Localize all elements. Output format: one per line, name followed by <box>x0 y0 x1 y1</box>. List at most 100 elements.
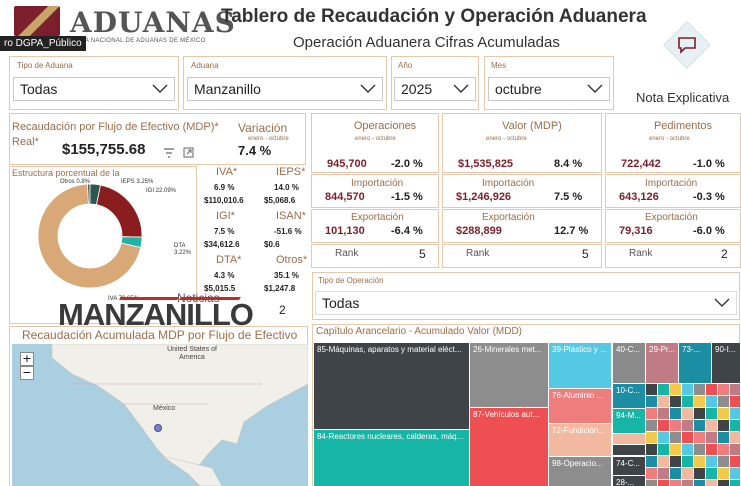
map-zoom-out-button[interactable]: − <box>20 366 34 380</box>
treemap-small-tile[interactable] <box>670 396 681 407</box>
treemap-small-tile[interactable] <box>706 468 717 479</box>
treemap-small-tile[interactable] <box>730 480 740 486</box>
treemap-small-tile[interactable] <box>730 396 740 407</box>
treemap-small-tile[interactable] <box>730 384 740 395</box>
treemap-small-tile[interactable] <box>670 432 681 443</box>
treemap-small-tile[interactable] <box>706 444 717 455</box>
ano-select[interactable]: 2025 <box>394 77 476 101</box>
treemap-small-tile[interactable] <box>658 468 669 479</box>
treemap-small-tile[interactable] <box>694 408 705 419</box>
treemap-small-tile[interactable] <box>670 456 681 467</box>
treemap-small-tile[interactable] <box>694 456 705 467</box>
treemap-small-tile[interactable] <box>718 384 729 395</box>
nota-explicativa-button[interactable] <box>662 20 712 70</box>
treemap-small-tile[interactable] <box>694 384 705 395</box>
treemap-small-tile[interactable] <box>670 384 681 395</box>
treemap-tile[interactable]: 90-I... <box>712 343 740 383</box>
treemap-small-tile[interactable] <box>718 432 729 443</box>
tipo-operacion-select[interactable]: Todas <box>315 291 737 315</box>
aduana-select[interactable]: Manzanillo <box>187 77 383 101</box>
treemap-small-tile[interactable] <box>646 396 657 407</box>
treemap-tile[interactable]: 76-Aluminio ... <box>549 389 611 423</box>
treemap-small-tile[interactable] <box>658 456 669 467</box>
treemap-small-tile[interactable] <box>730 432 740 443</box>
treemap-small-tile[interactable] <box>658 396 669 407</box>
treemap-small-tile[interactable] <box>646 384 657 395</box>
map-marker-manzanillo[interactable] <box>154 424 162 432</box>
treemap-small-tile[interactable] <box>658 408 669 419</box>
treemap-small-tile[interactable] <box>718 420 729 431</box>
donut-slice-igi[interactable] <box>96 184 143 238</box>
treemap-small-tile[interactable] <box>658 444 669 455</box>
treemap-small-tile[interactable] <box>706 432 717 443</box>
treemap-small-tile[interactable] <box>706 456 717 467</box>
treemap-small-tile[interactable] <box>706 384 717 395</box>
treemap-small-tile[interactable] <box>694 468 705 479</box>
treemap-small-tile[interactable] <box>646 480 657 486</box>
treemap-small-tile[interactable] <box>694 420 705 431</box>
treemap-small-tile[interactable] <box>682 480 693 486</box>
treemap-small-tile[interactable] <box>658 480 669 486</box>
map-zoom-in-button[interactable]: + <box>20 352 34 366</box>
treemap-tile[interactable]: 74-C... <box>613 457 645 475</box>
treemap-small-tile[interactable] <box>646 456 657 467</box>
treemap-small-tile[interactable] <box>658 432 669 443</box>
focus-mode-icon[interactable] <box>183 147 194 158</box>
treemap-small-tile[interactable] <box>694 444 705 455</box>
treemap-small-tile[interactable] <box>706 420 717 431</box>
treemap-tile[interactable]: 87-Vehículos aut... <box>470 408 548 486</box>
treemap-tile[interactable]: 94-M... <box>613 409 645 433</box>
filter-icon[interactable] <box>163 148 175 158</box>
treemap-small-tile[interactable] <box>646 408 657 419</box>
treemap-small-tile[interactable] <box>682 444 693 455</box>
recaudacion-map[interactable]: United States of America México + − <box>12 344 308 486</box>
treemap-small-tile[interactable] <box>670 420 681 431</box>
treemap-small-tile[interactable] <box>706 480 717 486</box>
treemap-small-tile[interactable] <box>730 444 740 455</box>
treemap-small-tile[interactable] <box>670 408 681 419</box>
treemap-tile[interactable]: 26-Minerales met... <box>470 343 548 407</box>
treemap-small-tile[interactable] <box>718 480 729 486</box>
treemap-small-tile[interactable] <box>694 480 705 486</box>
treemap-small-tile[interactable] <box>718 396 729 407</box>
treemap-small-tile[interactable] <box>682 456 693 467</box>
treemap-small-tile[interactable] <box>706 408 717 419</box>
treemap-small-tile[interactable] <box>658 384 669 395</box>
treemap-small-tile[interactable] <box>706 396 717 407</box>
mes-select[interactable]: octubre <box>488 77 610 101</box>
treemap-small-tile[interactable] <box>613 434 645 444</box>
treemap-tile[interactable]: 29-Pr... <box>646 343 678 383</box>
treemap-small-tile[interactable] <box>682 408 693 419</box>
tipo-aduana-select[interactable]: Todas <box>13 77 175 101</box>
treemap-small-tile[interactable] <box>694 396 705 407</box>
treemap-small-tile[interactable] <box>658 420 669 431</box>
treemap-tile[interactable]: 85-Máquinas, aparatos y material eléct..… <box>314 343 469 429</box>
treemap-small-tile[interactable] <box>718 444 729 455</box>
treemap-tile[interactable]: 40-C... <box>613 343 645 383</box>
treemap-small-tile[interactable] <box>646 444 657 455</box>
treemap-tile[interactable]: 28-... <box>613 476 645 486</box>
treemap-small-tile[interactable] <box>682 420 693 431</box>
treemap-small-tile[interactable] <box>730 408 740 419</box>
treemap-tile[interactable]: 72-Fundición... <box>549 424 611 456</box>
treemap-small-tile[interactable] <box>646 420 657 431</box>
donut-slice-iva[interactable] <box>37 183 142 289</box>
treemap-small-tile[interactable] <box>646 468 657 479</box>
treemap-small-tile[interactable] <box>718 456 729 467</box>
treemap-small-tile[interactable] <box>646 432 657 443</box>
treemap-small-tile[interactable] <box>682 384 693 395</box>
treemap-tile[interactable]: 98-Operacio... <box>549 457 611 486</box>
treemap-small-tile[interactable] <box>613 445 645 455</box>
treemap-small-tile[interactable] <box>670 480 681 486</box>
treemap-small-tile[interactable] <box>718 408 729 419</box>
treemap-small-tile[interactable] <box>682 468 693 479</box>
treemap-small-tile[interactable] <box>682 396 693 407</box>
treemap-small-tile[interactable] <box>682 432 693 443</box>
treemap-small-tile[interactable] <box>730 456 740 467</box>
treemap-small-tile[interactable] <box>694 432 705 443</box>
treemap-small-tile[interactable] <box>670 444 681 455</box>
treemap-small-tile[interactable] <box>730 468 740 479</box>
treemap-small-tile[interactable] <box>718 468 729 479</box>
treemap-tile[interactable]: 39-Plástico y ... <box>549 343 611 388</box>
treemap-small-tile[interactable] <box>730 420 740 431</box>
